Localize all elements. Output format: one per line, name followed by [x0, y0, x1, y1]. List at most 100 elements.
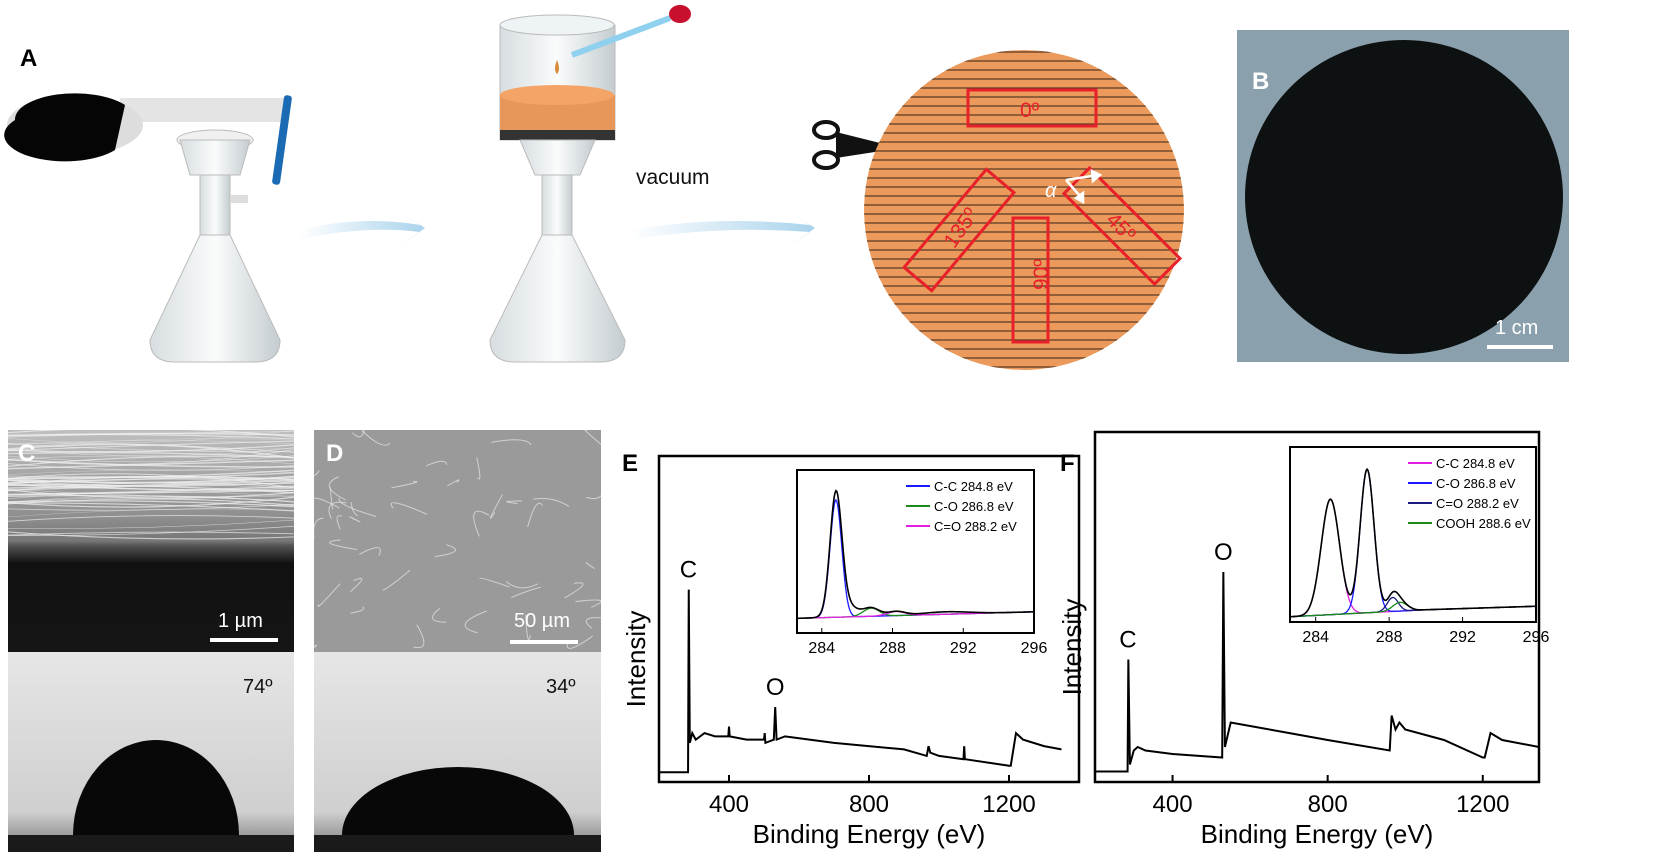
chart-e-inset-tick-label: 292: [950, 640, 977, 657]
chart-f-peak-label: O: [1214, 539, 1233, 566]
chart-e-peak-label: O: [766, 674, 785, 701]
wrinkle: [447, 479, 460, 487]
wrinkle: [314, 470, 320, 477]
chart-f-legend-label: COOH 288.6 eV: [1436, 516, 1531, 531]
arrow-icon: [630, 212, 815, 246]
fiber: [8, 531, 294, 540]
fiber: [8, 444, 294, 453]
scale-bar: [1487, 345, 1553, 349]
contact-angle-value: 74º: [243, 676, 273, 698]
alpha-symbol: α: [1045, 180, 1057, 202]
chart-f-series-survey: [1095, 571, 1540, 773]
contact-angle-value: 34º: [546, 676, 576, 698]
contact-angle-d: 34º: [314, 652, 601, 852]
wrinkle: [390, 502, 428, 515]
fiber: [8, 497, 294, 507]
wrinkle: [361, 430, 391, 446]
fiber: [8, 525, 294, 536]
fiber: [8, 478, 294, 484]
chart-e-inset-axes: [796, 469, 1035, 634]
fiber: [8, 500, 294, 508]
wrinkle: [564, 582, 584, 599]
wrinkle: [338, 497, 377, 517]
fiber: [8, 449, 294, 465]
chart-e-xtick-label: 1200: [982, 791, 1035, 818]
chart-f-ylabel: Intensity: [1057, 599, 1087, 696]
chart-f-axes: [1093, 430, 1541, 784]
fiber: [8, 488, 294, 497]
chart-f-legend-label: C-O 286.8 eV: [1436, 476, 1516, 491]
fiber: [8, 484, 294, 494]
contact-angle-c: 74º: [8, 652, 294, 852]
chart-f-xtick-label: 800: [1308, 791, 1348, 818]
wrinkle: [575, 599, 601, 608]
wrinkle: [584, 430, 601, 446]
panel-a-illustration: vacuum 0º 45º 90º 135º α: [4, 5, 1184, 370]
chart-e-peak-label: C: [680, 557, 697, 584]
fiber: [8, 455, 294, 463]
fiber: [8, 459, 294, 470]
panel-b-photo: 1 cm: [1237, 30, 1569, 362]
film-disc: [1245, 40, 1563, 354]
panel-c-sem: 1 µm: [8, 430, 294, 652]
chart-e-inset-tick-label: 284: [808, 640, 835, 657]
wrinkle: [478, 577, 510, 588]
fiber: [8, 491, 294, 499]
fiber: [8, 479, 294, 489]
chart-f-inset-tick-label: 296: [1523, 629, 1550, 646]
wrinkle: [314, 517, 324, 539]
scale-bar: [210, 638, 278, 642]
scissors-icon: [812, 120, 900, 170]
chart-f-xtick-label: 400: [1153, 791, 1193, 818]
fiber: [8, 463, 294, 471]
wrinkle: [505, 581, 539, 589]
wrinkle: [511, 586, 541, 599]
wrinkle: [350, 606, 365, 614]
chart-f-peak-label: C: [1119, 627, 1136, 654]
chart-e-legend-label: C-O 286.8 eV: [934, 499, 1014, 514]
fiber: [8, 438, 294, 449]
wrinkle: [476, 457, 481, 480]
wrinkle: [391, 480, 418, 489]
vacuum-label: vacuum: [636, 166, 710, 189]
fiber: [8, 479, 294, 489]
wrinkle: [527, 502, 544, 527]
fiber: [8, 496, 294, 508]
fiber: [8, 502, 294, 512]
wrinkle: [413, 624, 425, 649]
dropper-icon: [570, 15, 672, 58]
scale-bar: [510, 640, 578, 644]
wrinkle: [317, 583, 341, 607]
wrinkle: [464, 610, 488, 634]
panel-b-label: B: [1252, 68, 1270, 95]
substrate: [8, 835, 294, 852]
fiber: [8, 447, 294, 457]
chart-e-xtick-label: 400: [709, 791, 749, 818]
chart-f-inset-tick-label: 288: [1376, 629, 1403, 646]
fiber: [8, 430, 294, 438]
chart-f-inset-tick-label: 292: [1449, 629, 1476, 646]
wrinkle: [525, 614, 531, 640]
chart-e-legend-label: C-C 284.8 eV: [934, 479, 1013, 494]
fiber: [8, 519, 294, 529]
angle-arrows: [1065, 168, 1103, 205]
wrinkle: [473, 510, 490, 537]
wrinkle: [432, 608, 447, 623]
scale-label: 1 µm: [218, 610, 263, 632]
chart-e-inset-tick-label: 288: [879, 640, 906, 657]
fiber: [8, 455, 294, 465]
scale-label: 1 cm: [1495, 317, 1539, 339]
chart-e-legend-label: C=O 288.2 eV: [934, 519, 1017, 534]
oriented-film: [864, 50, 1184, 370]
chart-e-inset-tick-label: 296: [1021, 640, 1048, 657]
chart-e-xtick-label: 800: [849, 791, 889, 818]
angle-0: 0º: [1020, 99, 1040, 122]
fiber-texture: [8, 430, 294, 540]
chart-f-envelope: [1289, 467, 1536, 618]
scale-label: 50 µm: [514, 610, 570, 632]
chart-f-xlabel: Binding Energy (eV): [1201, 819, 1434, 849]
wrinkle: [426, 460, 448, 467]
chart-f-legend-label: C=O 288.2 eV: [1436, 496, 1519, 511]
wrinkle: [328, 501, 347, 519]
